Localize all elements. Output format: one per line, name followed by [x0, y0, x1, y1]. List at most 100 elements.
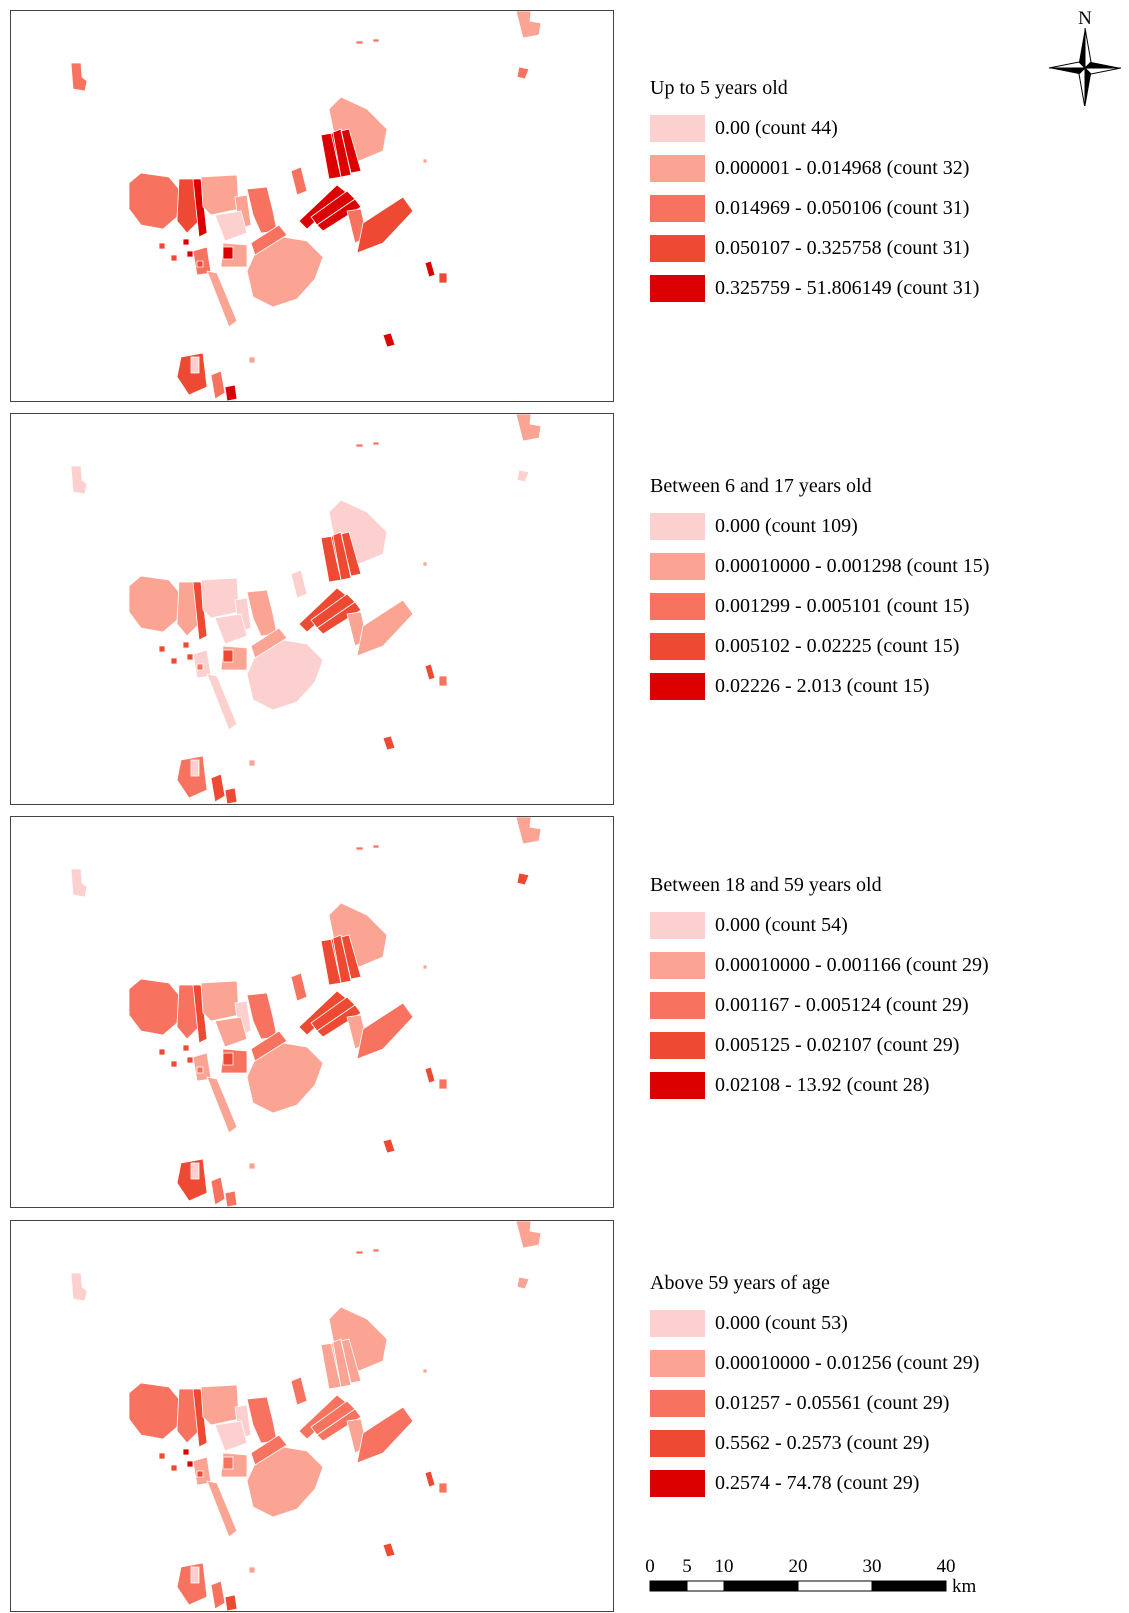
- polygon-sw-dots-c: [196, 1066, 204, 1074]
- polygon-south-tiny: [248, 759, 256, 767]
- polygon-west-big: [128, 575, 180, 633]
- polygon-sw-dots-b: [182, 641, 194, 661]
- legend-label: 0.000 (count 54): [715, 914, 848, 936]
- legend-label: 0.014969 - 0.050106 (count 31): [715, 197, 970, 219]
- polygon-ne-small: [290, 166, 308, 196]
- polygon-diag-strip: [250, 224, 288, 256]
- legend-item: 0.01257 - 0.05561 (count 29): [650, 1383, 1110, 1423]
- polygon-west-strip-a: [192, 178, 208, 238]
- polygon-sw-dots-a: [158, 1452, 178, 1472]
- polygon-ne-diag-c: [316, 1408, 362, 1442]
- polygon-east-dot-a: [424, 663, 436, 681]
- polygon-west-strip-a: [192, 1388, 208, 1448]
- legend-item: 0.00 (count 44): [650, 108, 1110, 148]
- legend-label: 0.5562 - 0.2573 (count 29): [715, 1432, 930, 1454]
- polygon-sw-cluster-c: [210, 1580, 226, 1610]
- polygon-sw-cluster-c: [210, 370, 226, 400]
- choropleth-map-under-5: [70, 11, 542, 401]
- polygon-ne-strip-mid: [516, 66, 530, 80]
- polygon-sw-dots-c: [196, 260, 204, 268]
- legend-item: 0.5562 - 0.2573 (count 29): [650, 1423, 1110, 1463]
- legend-item: 0.000 (count 109): [650, 506, 1110, 546]
- legend-swatch: [650, 154, 705, 182]
- polygon-east-dot-b: [438, 675, 448, 687]
- polygon-mid-small-b: [214, 210, 248, 242]
- legend-swatch: [650, 911, 705, 939]
- polygon-sw-dots-a: [158, 1048, 178, 1068]
- map-panel-6-17: [10, 413, 614, 805]
- polygon-east-long: [356, 599, 414, 657]
- polygon-mid-small-b: [214, 1420, 248, 1452]
- polygon-east-strip: [246, 589, 278, 637]
- polygon-sw-cluster-d: [224, 1594, 238, 1611]
- polygon-east-long: [356, 196, 414, 254]
- legend-6-17: Between 6 and 17 years old 0.000 (count …: [650, 474, 1110, 706]
- polygon-road-strip: [206, 270, 238, 328]
- polygon-east-dot-a: [424, 1470, 436, 1488]
- polygon-sw-cluster-b: [190, 356, 200, 374]
- polygon-sw-cluster-a: [176, 352, 208, 396]
- legend-label: 0.325759 - 51.806149 (count 31): [715, 277, 980, 299]
- north-label: N: [1078, 8, 1092, 29]
- legend-title: Between 6 and 17 years old: [650, 475, 872, 497]
- legend-item: 0.000001 - 0.014968 (count 32): [650, 148, 1110, 188]
- polygon-south-big: [246, 1042, 324, 1114]
- polygon-south-tiny: [248, 356, 256, 364]
- choropleth-map-6-17: [70, 414, 542, 804]
- polygon-ne-strip-top: [515, 414, 542, 442]
- polygon-east-strip: [246, 186, 278, 234]
- polygon-east-long: [356, 1002, 414, 1060]
- polygon-south-big: [246, 1446, 324, 1518]
- polygon-sw-dots-b: [182, 1044, 194, 1064]
- polygon-diag-strip: [250, 1434, 288, 1466]
- legend-title: Above 59 years of age: [650, 1272, 830, 1294]
- legend-label: 0.02108 - 13.92 (count 28): [715, 1074, 930, 1096]
- polygon-sw-cluster-a: [176, 1158, 208, 1202]
- polygon-sw-cluster-b: [190, 1566, 200, 1584]
- polygon-sw-dots-a: [158, 645, 178, 665]
- map-panel-above-59: [10, 1220, 614, 1612]
- polygon-diag-strip: [250, 627, 288, 659]
- legend-under-5: Up to 5 years old 0.00 (count 44) 0.0000…: [650, 76, 1110, 308]
- polygon-ne-edge-a: [422, 1368, 428, 1374]
- legend-label: 0.001299 - 0.005101 (count 15): [715, 595, 970, 617]
- polygon-west-center: [176, 178, 200, 234]
- legend-item: 0.001167 - 0.005124 (count 29): [650, 985, 1110, 1025]
- legend-item: 0.014969 - 0.050106 (count 31): [650, 188, 1110, 228]
- legend-item: 0.050107 - 0.325758 (count 31): [650, 228, 1110, 268]
- polygon-west-center: [176, 581, 200, 637]
- scale-segment: [686, 1580, 725, 1592]
- polygon-sw-cluster-a: [176, 1562, 208, 1606]
- scale-tick-label: 20: [789, 1556, 808, 1577]
- polygon-nw-islet: [70, 868, 88, 898]
- polygon-mid-small-b: [214, 613, 248, 645]
- legend-label: 0.2574 - 74.78 (count 29): [715, 1472, 920, 1494]
- legend-label: 0.000001 - 0.014968 (count 32): [715, 157, 970, 179]
- polygon-east-dot-b: [438, 272, 448, 284]
- legend-title: Between 18 and 59 years old: [650, 874, 882, 896]
- polygon-east-dot-b: [438, 1078, 448, 1090]
- polygon-ne-strip-mid: [516, 469, 530, 483]
- polygon-ne-edge-a: [422, 964, 428, 970]
- polygon-west-big: [128, 172, 180, 230]
- polygon-sw-dots-b: [182, 238, 194, 258]
- polygon-sw-dots-c: [196, 663, 204, 671]
- legend-item: 0.325759 - 51.806149 (count 31): [650, 268, 1110, 308]
- choropleth-map-18-59: [70, 817, 542, 1207]
- legend-swatch: [650, 552, 705, 580]
- compass-star-icon: N: [1048, 8, 1122, 106]
- polygon-ne-strip-top: [515, 1221, 542, 1249]
- legend-swatch: [650, 512, 705, 540]
- legend-swatch: [650, 1309, 705, 1337]
- polygon-south-big: [246, 236, 324, 308]
- polygon-south-dot: [382, 1138, 396, 1154]
- legend-label: 0.01257 - 0.05561 (count 29): [715, 1392, 950, 1414]
- polygon-south-tiny: [248, 1162, 256, 1170]
- legend-label: 0.005125 - 0.02107 (count 29): [715, 1034, 960, 1056]
- legend-swatch: [650, 991, 705, 1019]
- polygon-west-center: [176, 984, 200, 1040]
- polygon-center-red: [222, 649, 234, 663]
- polygon-sw-cluster-d: [224, 1190, 238, 1207]
- scale-segment: [871, 1580, 947, 1592]
